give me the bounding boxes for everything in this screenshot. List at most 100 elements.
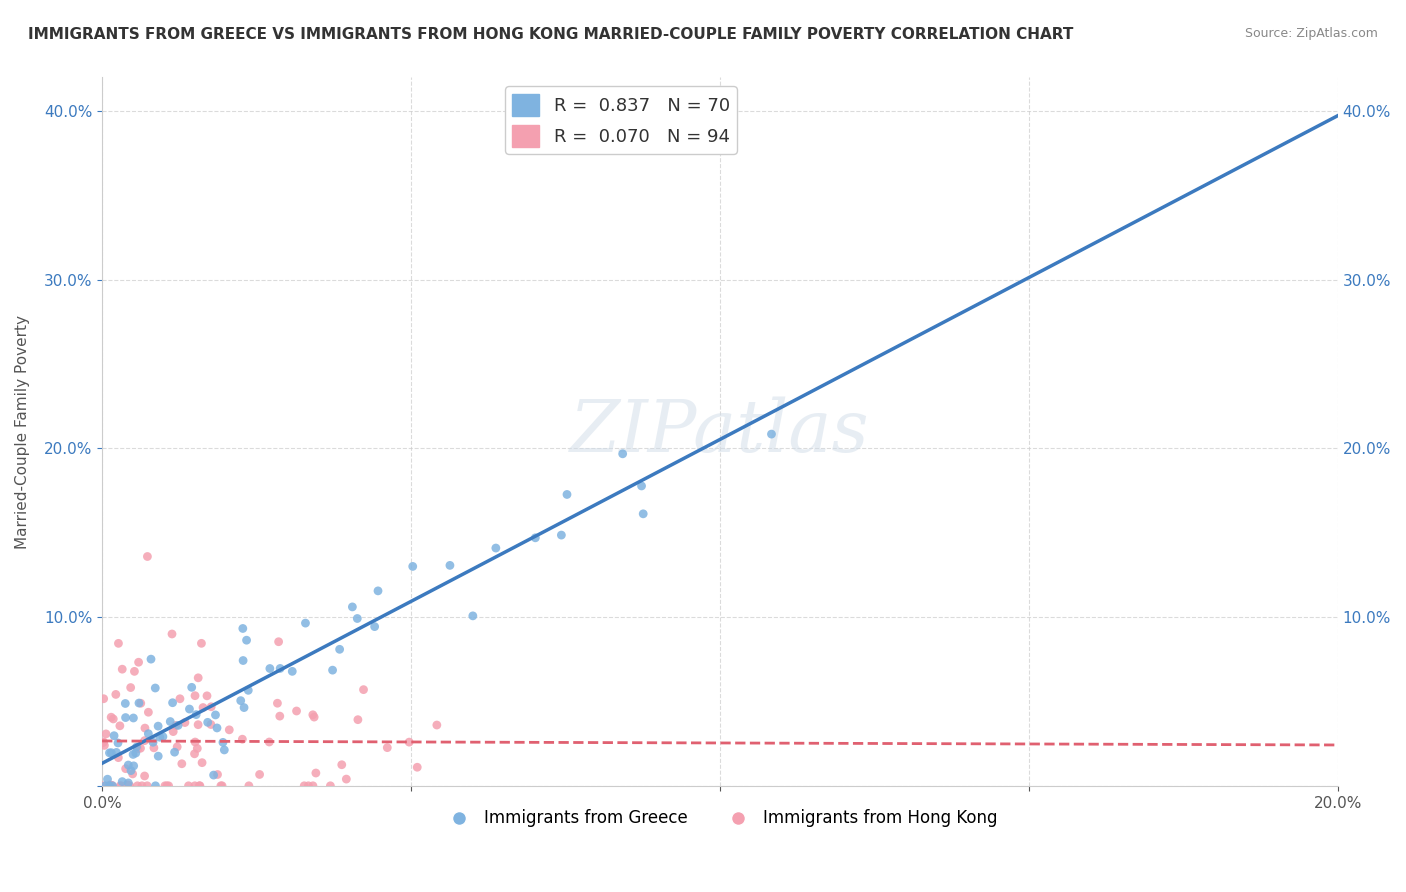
Point	[555, 487, 578, 501]
Point	[110, 779, 132, 793]
Point	[302, 779, 325, 793]
Point	[267, 634, 290, 648]
Point	[439, 558, 461, 573]
Point	[125, 739, 148, 754]
Point	[101, 779, 124, 793]
Point	[322, 663, 344, 677]
Point	[128, 696, 150, 710]
Point	[152, 730, 174, 744]
Point	[426, 718, 449, 732]
Point	[197, 715, 219, 730]
Point	[103, 729, 125, 743]
Point	[94, 779, 117, 793]
Point	[160, 627, 183, 641]
Point	[157, 779, 180, 793]
Point	[353, 682, 375, 697]
Point	[174, 715, 197, 730]
Point	[180, 681, 202, 695]
Point	[114, 697, 136, 711]
Point	[205, 721, 228, 735]
Point	[259, 661, 281, 675]
Point	[214, 743, 236, 757]
Point	[232, 653, 254, 667]
Point	[186, 741, 208, 756]
Point	[98, 779, 121, 793]
Point	[100, 779, 122, 793]
Point	[98, 778, 121, 792]
Point	[134, 769, 156, 783]
Point	[461, 608, 484, 623]
Point	[122, 711, 145, 725]
Point	[134, 721, 156, 735]
Point	[149, 731, 172, 745]
Point	[122, 759, 145, 773]
Point	[363, 619, 385, 633]
Point	[485, 541, 508, 555]
Point	[233, 700, 256, 714]
Point	[127, 779, 149, 793]
Point	[143, 681, 166, 695]
Point	[114, 762, 136, 776]
Point	[231, 732, 253, 747]
Point	[122, 747, 145, 762]
Point	[200, 717, 222, 731]
Point	[188, 779, 211, 793]
Point	[202, 768, 225, 782]
Point	[107, 636, 129, 650]
Point	[285, 704, 308, 718]
Point	[761, 427, 783, 442]
Point	[212, 735, 235, 749]
Point	[117, 776, 139, 790]
Point	[162, 696, 184, 710]
Point	[115, 778, 138, 792]
Point	[238, 779, 260, 793]
Point	[117, 779, 139, 793]
Point	[120, 764, 142, 778]
Point	[108, 779, 131, 793]
Point	[184, 689, 207, 703]
Point	[156, 779, 179, 793]
Point	[191, 700, 214, 714]
Point	[121, 767, 143, 781]
Point	[294, 616, 316, 631]
Point	[105, 746, 128, 760]
Point	[129, 696, 152, 710]
Text: ZIPatlas: ZIPatlas	[569, 396, 870, 467]
Point	[367, 583, 389, 598]
Point	[631, 507, 654, 521]
Y-axis label: Married-Couple Family Poverty: Married-Couple Family Poverty	[15, 315, 30, 549]
Point	[136, 549, 159, 564]
Point	[117, 758, 139, 772]
Point	[138, 705, 160, 719]
Point	[266, 696, 288, 710]
Point	[94, 727, 117, 741]
Point	[148, 749, 170, 764]
Point	[269, 709, 291, 723]
Point	[235, 633, 257, 648]
Point	[163, 745, 186, 759]
Point	[329, 642, 352, 657]
Point	[108, 719, 131, 733]
Point	[186, 707, 208, 722]
Point	[120, 681, 142, 695]
Point	[96, 772, 118, 787]
Point	[93, 735, 115, 749]
Point	[128, 655, 150, 669]
Point	[159, 714, 181, 729]
Point	[127, 741, 149, 756]
Point	[630, 479, 652, 493]
Text: IMMIGRANTS FROM GREECE VS IMMIGRANTS FROM HONG KONG MARRIED-COUPLE FAMILY POVERT: IMMIGRANTS FROM GREECE VS IMMIGRANTS FRO…	[28, 27, 1074, 42]
Point	[550, 528, 572, 542]
Point	[134, 733, 156, 747]
Point	[111, 662, 134, 676]
Point	[209, 779, 232, 793]
Point	[115, 779, 138, 793]
Point	[612, 447, 634, 461]
Point	[145, 779, 167, 793]
Point	[98, 746, 121, 760]
Point	[330, 757, 353, 772]
Point	[183, 747, 205, 761]
Point	[162, 724, 184, 739]
Point	[93, 691, 115, 706]
Point	[117, 779, 139, 793]
